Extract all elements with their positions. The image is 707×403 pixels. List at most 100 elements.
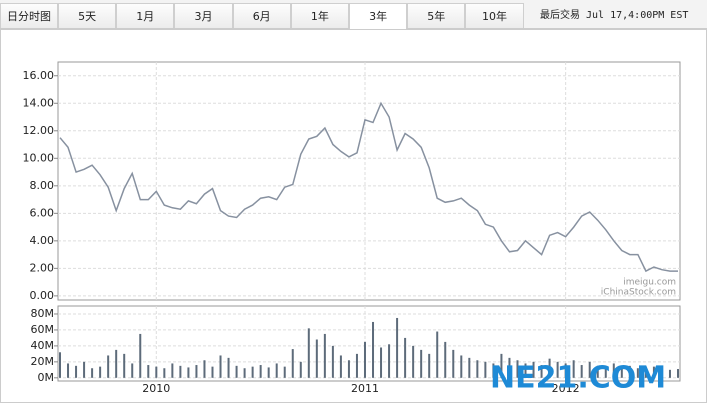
volume-bar	[404, 337, 407, 378]
volume-bar	[291, 349, 294, 378]
volume-bar	[372, 321, 375, 378]
volume-bar	[412, 345, 415, 378]
volume-bar	[355, 353, 358, 378]
y-tick-label: 20M	[31, 355, 55, 368]
volume-bar	[660, 368, 663, 378]
y-tick-label: 80M	[31, 307, 55, 320]
period-tabs: 最后交易 Jul 17,4:00PM EST 日分时图 5天 1月 3月 6月 1年 3年 5…	[0, 0, 707, 29]
volume-bar	[99, 366, 102, 378]
volume-bar	[652, 366, 655, 378]
volume-bar	[388, 344, 391, 378]
volume-bar	[123, 353, 126, 378]
volume-bar	[267, 367, 270, 378]
volume-bar	[275, 363, 278, 378]
volume-bar	[516, 360, 519, 378]
volume-bar	[219, 355, 222, 378]
y-tick-label: 0.00	[30, 289, 55, 302]
volume-bar	[476, 360, 479, 378]
volume-bar	[163, 368, 166, 378]
volume-bar	[460, 355, 463, 378]
y-tick-label: 2.00	[30, 261, 55, 274]
volume-bar	[604, 366, 607, 378]
y-tick-label: 14.00	[23, 96, 55, 109]
y-tick-label: 16.00	[23, 69, 55, 82]
volume-bar	[524, 363, 527, 378]
y-tick-label: 40M	[31, 339, 55, 352]
volume-bar	[644, 369, 647, 378]
last-trade: 最后交易 Jul 17,4:00PM EST	[540, 10, 689, 21]
volume-bar	[564, 363, 567, 378]
volume-bar	[363, 341, 366, 378]
volume-bar	[59, 352, 61, 378]
period-tab[interactable]: 10年	[465, 3, 524, 28]
volume-bar	[572, 360, 575, 378]
volume-bar	[91, 368, 94, 378]
period-tab[interactable]: 6月	[232, 3, 291, 28]
volume-bar	[612, 363, 615, 378]
volume-bar	[227, 357, 230, 378]
period-tab[interactable]: 日分时图	[0, 3, 58, 28]
watermark: imeigu.com	[623, 278, 676, 288]
y-tick-label: 0M	[38, 371, 55, 384]
volume-bar	[380, 347, 383, 378]
volume-bar	[596, 365, 599, 378]
plot-area	[57, 305, 681, 382]
volume-bar	[347, 360, 350, 378]
volume-bar	[179, 365, 182, 378]
y-tick-label: 60M	[31, 323, 55, 336]
volume-bar	[251, 366, 254, 378]
volume-bar	[677, 369, 679, 378]
price-line	[59, 101, 678, 273]
volume-bar	[420, 349, 423, 378]
period-tab[interactable]: 5天	[58, 3, 117, 28]
volume-bar	[444, 341, 447, 378]
y-tick-label: 8.00	[30, 179, 55, 192]
watermark: iChinaStock.com	[601, 288, 676, 298]
volume-bar	[115, 349, 118, 378]
volume-bar	[83, 361, 86, 378]
volume-bar	[339, 355, 342, 378]
x-tick-label: 2012	[552, 382, 580, 395]
chart: 0.00 2.00 4.00 6.00 8.00 10.00 12.00 14.00 16.00…	[0, 29, 707, 403]
x-tick-label: 2010	[142, 382, 170, 395]
period-tab[interactable]: 1年	[290, 3, 349, 28]
volume-bar	[492, 363, 495, 378]
volume-bar	[243, 368, 246, 378]
volume-bar	[452, 349, 455, 378]
y-tick-label: 10.00	[23, 151, 55, 164]
volume-bar	[131, 363, 134, 378]
volume-bar	[155, 366, 158, 378]
volume-bar	[396, 317, 399, 378]
volume-bar	[620, 368, 623, 378]
volume-bar	[307, 328, 310, 378]
volume-bar	[323, 333, 326, 378]
x-tick-label: 2011	[351, 382, 379, 395]
y-tick-label: 6.00	[30, 206, 55, 219]
period-tab[interactable]: 3年	[349, 3, 408, 29]
volume-bar	[331, 345, 334, 378]
volume-bar	[299, 361, 302, 378]
volume-bar	[139, 333, 142, 378]
volume-bar	[636, 368, 639, 378]
volume-bar	[588, 361, 591, 378]
volume-bar	[628, 365, 631, 378]
volume-bar	[259, 365, 262, 378]
volume-bar	[540, 365, 543, 378]
volume-bar	[235, 365, 238, 378]
volume-bar	[548, 358, 551, 378]
volume-bar	[500, 353, 503, 378]
volume-bar	[107, 355, 110, 378]
volume-bar	[484, 361, 487, 378]
volume-bar	[556, 361, 559, 378]
volume-bar	[195, 365, 198, 378]
y-tick-label: 4.00	[30, 234, 55, 247]
volume-bar	[668, 369, 671, 378]
volume-bar	[171, 363, 174, 378]
period-tab[interactable]: 5年	[407, 3, 466, 28]
volume-bar	[580, 365, 583, 378]
period-tab[interactable]: 1月	[116, 3, 175, 28]
overlay-watermark: NE21.COM	[490, 361, 666, 396]
volume-bar	[211, 366, 214, 378]
volume-bar	[147, 365, 150, 378]
period-tab[interactable]: 3月	[174, 3, 233, 28]
